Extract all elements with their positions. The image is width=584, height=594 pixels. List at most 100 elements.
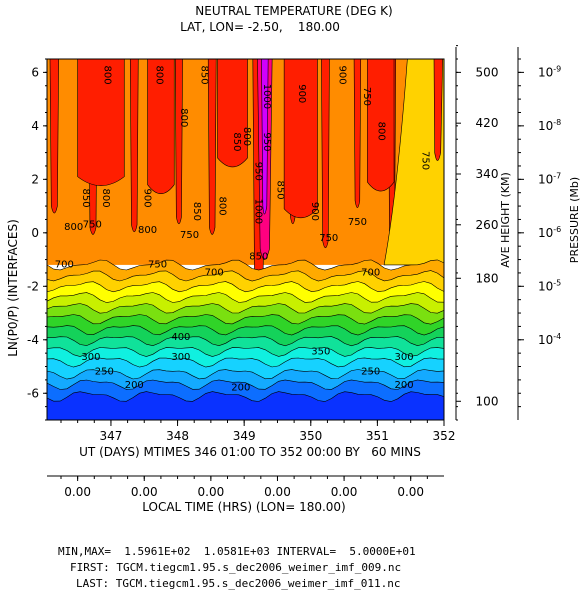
contour-label-10: 750	[361, 87, 372, 106]
x-tick-label-3: 350	[299, 429, 322, 443]
minmax-note: MIN,MAX= 1.5961E+02 1.0581E+03 INTERVAL=…	[58, 545, 416, 558]
y-axis-label: LN(P0/P) (INTERFACES)	[6, 219, 20, 357]
contour-label-22: 750	[348, 217, 367, 228]
red-region-2	[217, 58, 248, 168]
axes: 6 420 -2 -4 -6 347 348 349 350 351 352 0.00 0.00 0.00…	[27, 45, 561, 499]
contour-label-33: 400	[171, 332, 190, 343]
height-tick-label-2: 340	[476, 167, 499, 181]
contour-label-38: 250	[95, 367, 114, 378]
plot-frame	[46, 58, 445, 421]
contour-label-1: 850	[199, 65, 210, 84]
red-region-3	[283, 58, 318, 219]
lt-tick-label-0: 0.00	[64, 485, 91, 499]
height-tick-label-0: 500	[476, 65, 499, 79]
contour-label-31: 700	[205, 268, 224, 279]
contour-label-26: 750	[180, 230, 199, 241]
pressure-tick-label-5: 10-4	[538, 332, 561, 347]
y-tick-label-0: 6	[31, 65, 39, 79]
height-tick-label-5: 100	[476, 394, 499, 408]
y-tick-label-4: -2	[27, 279, 39, 293]
pressure-tick-exp-4: -5	[553, 278, 561, 287]
pressure-tick-exp-1: -8	[553, 118, 561, 127]
contour-label-41: 200	[231, 383, 250, 394]
red-region-4	[367, 58, 395, 192]
pressure-tick-exp-0: -9	[553, 64, 561, 73]
contour-label-19: 950	[252, 162, 263, 181]
contour-label-40: 200	[125, 380, 144, 391]
height-axis-label: AVE HEIGHT (KM)	[499, 172, 512, 268]
pressure-tick-exp-2: -7	[553, 171, 561, 180]
pressure-tick-exp-5: -4	[553, 332, 561, 341]
contour-label-3: 800	[178, 108, 189, 127]
lt-tick-label-3: 0.00	[264, 485, 291, 499]
contour-label-13: 850	[80, 189, 91, 208]
contour-label-9: 900	[336, 65, 347, 84]
contour-label-2: 800	[153, 65, 164, 84]
x-axis-label: UT (DAYS) MTIMES 346 01:00 TO 352 00:00 …	[79, 445, 421, 459]
y-tick-label-1: 4	[31, 119, 39, 133]
height-tick-label-3: 260	[476, 218, 499, 232]
contour-label-36: 300	[171, 352, 190, 363]
contour-label-6: 1000	[261, 84, 272, 109]
contour-label-14: 800	[100, 189, 111, 208]
pressure-tick-label-1: 10-8	[538, 118, 561, 133]
contour-label-24: 750	[83, 219, 102, 230]
pressure-tick-label-2: 10-7	[538, 171, 561, 186]
lt-tick-label-5: 0.00	[397, 485, 424, 499]
chart-subtitle: LAT, LON= -2.50, 180.00	[180, 20, 340, 34]
contour-label-27: 850	[249, 252, 268, 263]
height-tick-label-1: 420	[476, 116, 499, 130]
pressure-tick-label-4: 10-5	[538, 278, 561, 293]
contour-label-11: 800	[376, 122, 387, 141]
hot-column-0	[49, 58, 59, 214]
x-tick-label-4: 351	[366, 429, 389, 443]
contour-label-17: 800	[217, 197, 228, 216]
y-tick-label-6: -6	[27, 386, 39, 400]
pressure-tick-exp-3: -6	[553, 225, 561, 234]
last-file-note: LAST: TGCM.tiegcm1.95.s_dec2006_weimer_i…	[76, 577, 401, 590]
contour-label-29: 700	[55, 260, 74, 271]
hot-column-4	[207, 58, 217, 235]
y-tick-label-5: -4	[27, 333, 39, 347]
height-tick-label-4: 180	[476, 271, 499, 285]
contour-label-12: 750	[420, 151, 431, 170]
contour-label-42: 200	[394, 380, 413, 391]
lt-tick-label-2: 0.00	[198, 485, 225, 499]
chart-title: NEUTRAL TEMPERATURE (DEG K)	[195, 4, 392, 18]
lt-tick-label-4: 0.00	[331, 485, 358, 499]
x-tick-label-5: 352	[433, 429, 456, 443]
contour-label-4: 800	[241, 127, 252, 146]
hot-column-8	[353, 58, 362, 209]
x-tick-label-2: 349	[233, 429, 256, 443]
edge-red-column	[433, 58, 443, 161]
red-region-1	[147, 58, 175, 194]
contour-label-34: 350	[311, 346, 330, 357]
contour-label-18: 850	[274, 180, 285, 199]
hot-column-7	[321, 58, 330, 249]
pressure-tick-label-3: 10-6	[538, 225, 561, 240]
band-12	[46, 391, 445, 421]
lt-tick-label-1: 0.00	[131, 485, 158, 499]
warm-region	[383, 58, 445, 266]
contour-label-7: 950	[261, 132, 272, 151]
pressure-tick-label-0: 10-9	[538, 64, 561, 79]
contour-label-25: 800	[138, 225, 157, 236]
contour-label-39: 250	[361, 367, 380, 378]
x-tick-label-0: 347	[99, 429, 122, 443]
contour-label-16: 850	[191, 202, 202, 221]
hot-column-3	[174, 58, 183, 225]
x-tick-label-1: 348	[166, 429, 189, 443]
contour-label-21: 900	[309, 202, 320, 221]
contour-label-23: 800	[64, 222, 83, 233]
pressure-axis-label: PRESSURE (Mb)	[568, 177, 581, 263]
contour-label-15: 900	[141, 189, 152, 208]
contour-label-0: 800	[101, 65, 112, 84]
contour-label-20: 1000	[252, 199, 263, 224]
max-core	[261, 58, 269, 215]
contour-label-35: 300	[81, 352, 100, 363]
contour-label-28: 750	[319, 233, 338, 244]
red-region-0	[77, 58, 125, 186]
contour-label-32: 700	[361, 268, 380, 279]
local-time-axis-label: LOCAL TIME (HRS) (LON= 180.00)	[142, 500, 345, 514]
